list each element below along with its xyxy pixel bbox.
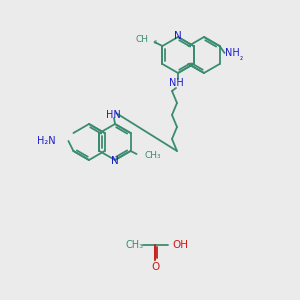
Text: ₂: ₂ bbox=[240, 52, 243, 62]
Text: NH: NH bbox=[225, 48, 240, 58]
Text: CH: CH bbox=[135, 35, 148, 44]
Text: OH: OH bbox=[172, 240, 188, 250]
Text: CH₃: CH₃ bbox=[145, 152, 161, 160]
Text: NH: NH bbox=[169, 78, 183, 88]
Text: O: O bbox=[151, 262, 159, 272]
Text: CH₃: CH₃ bbox=[126, 240, 144, 250]
Text: ₃: ₃ bbox=[153, 38, 157, 46]
Text: N: N bbox=[174, 31, 182, 41]
Text: H₂N: H₂N bbox=[37, 136, 56, 146]
Text: HN: HN bbox=[106, 110, 120, 120]
Text: N: N bbox=[111, 156, 119, 166]
